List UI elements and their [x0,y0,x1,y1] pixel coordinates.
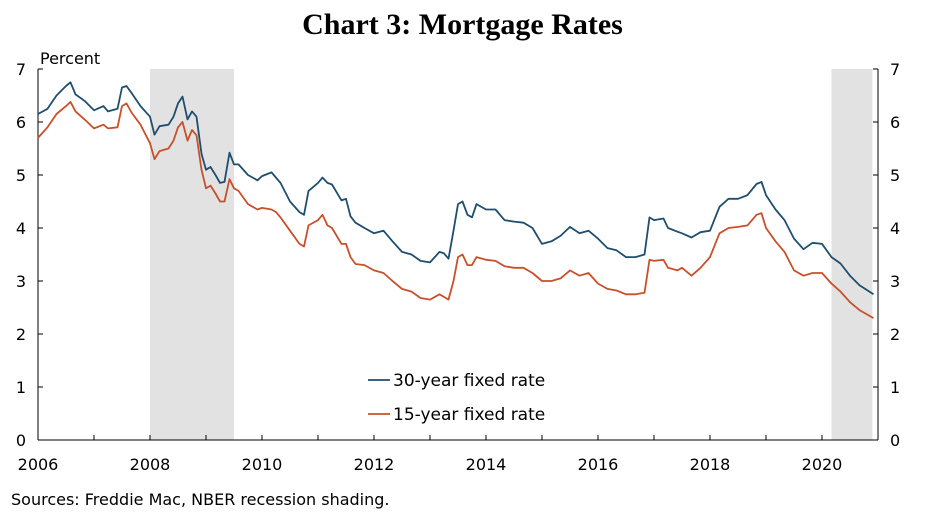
recession-band-1 [831,69,873,440]
y-tick-label-right: 2 [890,325,900,344]
y-tick-label-right: 1 [890,378,900,397]
y-axis-label: Percent [40,49,100,68]
x-tick-label: 2006 [18,455,59,474]
y-tick-label-right: 4 [890,219,900,238]
chart-title: Chart 3: Mortgage Rates [302,8,623,41]
series-lines [37,81,874,319]
y-tick-label-left: 1 [16,378,26,397]
y-tick-label-right: 7 [890,60,900,79]
axis-ticks: 0 0 1 1 2 2 3 3 4 4 5 5 6 6 7 7 2006 2008 2010 2012 2014 2016… [16,60,900,474]
y-tick-label-left: 7 [16,60,26,79]
x-tick-label: 2010 [242,455,283,474]
x-tick-label: 2016 [578,455,619,474]
y-tick-label-right: 5 [890,166,900,185]
y-tick-label-left: 3 [16,272,26,291]
y-tick-label-left: 2 [16,325,26,344]
axes [37,69,879,441]
source-note: Sources: Freddie Mac, NBER recession sha… [11,490,390,509]
x-tick-label: 2018 [690,455,731,474]
x-tick-label: 2020 [802,455,843,474]
legend-label-0: 30-year fixed rate [393,371,545,391]
y-tick-label-left: 4 [16,219,26,238]
y-tick-label-left: 6 [16,113,26,132]
x-tick-label: 2008 [130,455,171,474]
y-tick-label-left: 0 [16,431,26,450]
y-tick-label-right: 6 [890,113,900,132]
x-tick-label: 2014 [466,455,507,474]
series-line-1 [37,101,874,319]
y-tick-label-right: 3 [890,272,900,291]
legend: 30-year fixed rate 15-year fixed rate [368,371,545,425]
legend-label-1: 15-year fixed rate [393,405,545,425]
y-tick-label-left: 5 [16,166,26,185]
recession-band-0 [150,69,234,440]
y-tick-label-right: 0 [890,431,900,450]
series-line-0 [37,81,874,296]
x-tick-label: 2012 [354,455,395,474]
